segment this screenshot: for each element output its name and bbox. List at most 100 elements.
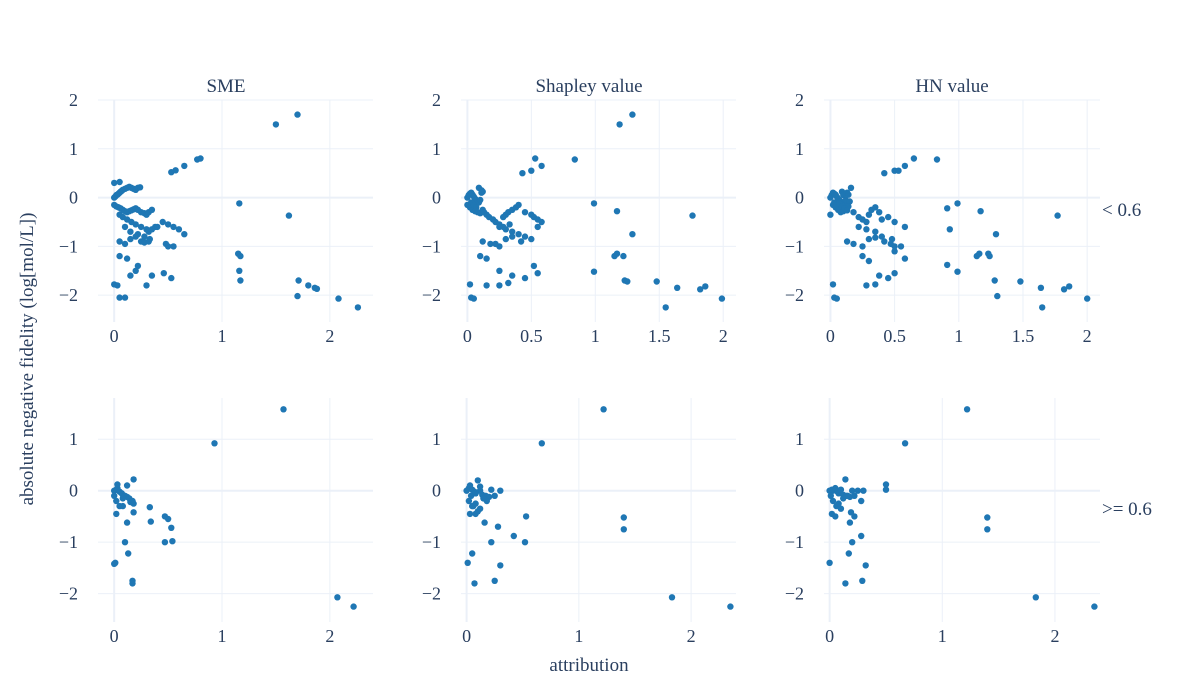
- data-point: [134, 262, 142, 270]
- data-point: [492, 240, 499, 248]
- y-tick-label: −2: [422, 584, 441, 604]
- data-point: [181, 231, 188, 238]
- data-point: [132, 267, 139, 274]
- data-point: [164, 515, 172, 523]
- y-tick-label: 1: [432, 139, 441, 159]
- subplot-1-2: 0 0.5 1 1.5 2 −2 −1 0 1 2: [422, 90, 736, 346]
- data-point: [116, 238, 123, 245]
- subplot-2-2: 0 1 2 −2 −1 0 1: [422, 398, 736, 646]
- data-point: [509, 233, 516, 240]
- data-point: [590, 268, 598, 275]
- data-point: [891, 248, 898, 255]
- data-point: [887, 240, 894, 248]
- column-title-shapley: Shapley value: [535, 76, 642, 97]
- data-point: [901, 223, 909, 231]
- data-point: [148, 272, 156, 279]
- data-point: [832, 513, 839, 520]
- data-point: [600, 406, 607, 413]
- data-point: [528, 235, 535, 243]
- data-point: [833, 295, 840, 302]
- data-point: [534, 223, 541, 231]
- y-tick-label: 0: [432, 481, 441, 501]
- x-tick-label: 1.5: [648, 326, 671, 346]
- data-point: [571, 156, 578, 163]
- data-point: [136, 184, 144, 191]
- data-point: [148, 206, 156, 213]
- data-point: [119, 495, 127, 502]
- data-point: [116, 252, 123, 260]
- data-point: [662, 304, 669, 311]
- data-point: [878, 233, 885, 240]
- data-point: [901, 162, 909, 170]
- data-point: [313, 285, 321, 292]
- x-tick-label: 1: [954, 326, 963, 346]
- data-point: [168, 274, 175, 282]
- data-point: [509, 272, 516, 279]
- data-point: [897, 243, 905, 250]
- data-point: [335, 295, 342, 302]
- data-point: [477, 196, 484, 204]
- data-point: [125, 550, 132, 557]
- data-point: [141, 233, 148, 240]
- data-point: [197, 155, 204, 162]
- y-tick-label: 1: [432, 429, 441, 449]
- y-tick-label: 0: [432, 188, 441, 208]
- data-point: [863, 218, 870, 226]
- data-point: [1066, 283, 1073, 290]
- x-tick-label: 2: [719, 326, 728, 346]
- data-point: [479, 238, 486, 245]
- x-tick-label: 2: [325, 326, 334, 346]
- data-point: [521, 539, 529, 546]
- data-point: [521, 274, 529, 282]
- data-point: [827, 492, 834, 499]
- data-point: [863, 226, 870, 233]
- data-point: [946, 226, 953, 233]
- data-point: [1039, 304, 1046, 311]
- data-point: [114, 282, 121, 289]
- y-tick-label: 1: [69, 139, 78, 159]
- data-point: [620, 252, 627, 260]
- data-point: [865, 257, 873, 265]
- data-point: [517, 238, 525, 245]
- data-point: [1037, 284, 1045, 291]
- data-point: [164, 243, 172, 250]
- data-point: [954, 268, 961, 275]
- data-point: [491, 577, 498, 584]
- data-point: [350, 603, 357, 610]
- data-point: [476, 483, 484, 490]
- data-point: [488, 539, 495, 546]
- data-point: [237, 252, 244, 260]
- data-point: [842, 580, 849, 587]
- data-point: [170, 243, 177, 250]
- data-point: [858, 497, 865, 505]
- data-point: [154, 223, 161, 231]
- data-point: [515, 201, 522, 209]
- data-point: [1091, 603, 1098, 610]
- data-point: [668, 594, 676, 601]
- row-facet-label-high: >= 0.6: [1102, 499, 1152, 520]
- data-point: [181, 162, 188, 170]
- x-tick-label: 1: [591, 326, 600, 346]
- data-point: [521, 233, 529, 240]
- y-tick-label: −1: [59, 236, 78, 256]
- data-point: [466, 281, 474, 288]
- data-point: [294, 111, 301, 118]
- data-point: [113, 497, 120, 505]
- y-tick-label: 2: [795, 90, 804, 110]
- data-point: [487, 240, 494, 248]
- data-point: [702, 283, 709, 290]
- data-point: [175, 226, 183, 233]
- data-point: [860, 487, 867, 494]
- data-point: [143, 282, 150, 289]
- data-point: [129, 580, 136, 587]
- data-point: [494, 523, 502, 530]
- data-point: [846, 519, 854, 526]
- data-point: [689, 212, 696, 219]
- row-facet-label-low: < 0.6: [1102, 200, 1141, 221]
- data-point: [114, 481, 121, 488]
- data-point: [976, 250, 983, 257]
- data-point: [910, 155, 918, 162]
- x-tick-label: 1: [938, 626, 947, 646]
